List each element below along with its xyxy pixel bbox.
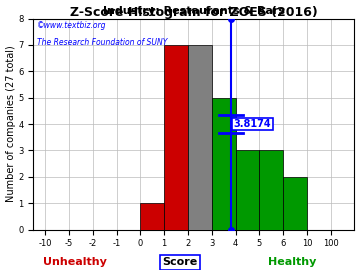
Text: ©www.textbiz.org: ©www.textbiz.org xyxy=(37,21,106,30)
Text: Industry: Restaurants & Bars: Industry: Restaurants & Bars xyxy=(103,6,285,16)
Text: Healthy: Healthy xyxy=(269,257,317,267)
Bar xyxy=(140,203,164,230)
Title: Z-Score Histogram for ZOES (2016): Z-Score Histogram for ZOES (2016) xyxy=(70,6,318,19)
Text: The Research Foundation of SUNY: The Research Foundation of SUNY xyxy=(37,38,167,46)
Bar xyxy=(259,150,283,230)
Text: Unhealthy: Unhealthy xyxy=(43,257,107,267)
Bar xyxy=(164,45,188,229)
Bar xyxy=(188,45,212,229)
Text: 3.8174: 3.8174 xyxy=(234,119,271,129)
Bar xyxy=(235,150,259,230)
Y-axis label: Number of companies (27 total): Number of companies (27 total) xyxy=(5,46,15,202)
Bar xyxy=(212,98,235,230)
Bar xyxy=(283,177,307,229)
Text: Score: Score xyxy=(162,257,198,267)
